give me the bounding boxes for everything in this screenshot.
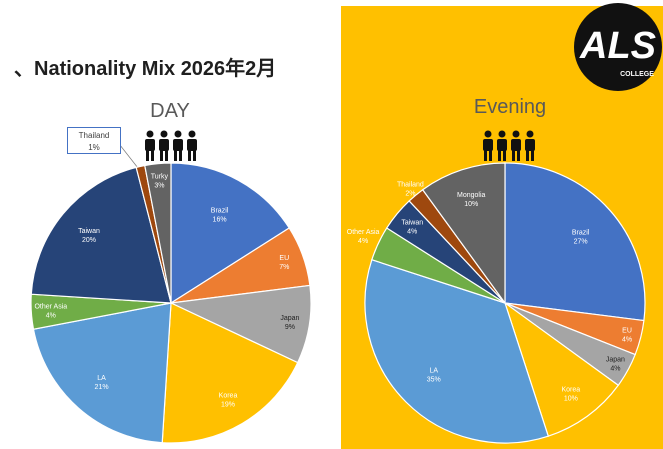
evening-slice-label-brazil: Brazil xyxy=(572,229,590,236)
day-slice-brazil xyxy=(170,162,291,305)
logo-subtext: COLLEGE xyxy=(620,71,654,78)
day-slice-value-eu: 7% xyxy=(279,264,289,271)
evening-slice-value-japan: 4% xyxy=(610,366,620,373)
thailand-callout: Thailand 1% xyxy=(67,127,121,154)
day-slice-japan xyxy=(168,284,312,364)
day-slice-value-turky: 3% xyxy=(154,182,164,189)
evening-slice-value-korea: 10% xyxy=(564,396,578,403)
evening-slice-label-la: LA xyxy=(429,367,438,374)
logo-circle xyxy=(574,3,662,91)
evening-slice-la xyxy=(364,258,550,444)
evening-slice-label-other-asia: Other Asia xyxy=(347,229,380,236)
evening-slice-value-other-asia: 4% xyxy=(358,238,368,245)
day-slice-label-la: LA xyxy=(97,375,106,382)
day-slice-label-other-asia: Other Asia xyxy=(34,304,67,311)
evening-slice-label-taiwan: Taiwan xyxy=(401,219,423,226)
evening-slice-value-taiwan: 4% xyxy=(407,228,417,235)
evening-slice-label-thailand: Thailand xyxy=(397,182,424,189)
people-icon-day xyxy=(145,130,197,161)
evening-slice-brazil xyxy=(504,162,646,322)
evening-slice-label-mongolia: Mongolia xyxy=(457,192,486,199)
thailand-callout-value: 1% xyxy=(88,143,100,152)
day-slice-value-korea: 19% xyxy=(221,401,235,408)
day-chart-title: DAY xyxy=(150,100,190,122)
day-slice-label-korea: Korea xyxy=(219,392,238,399)
evening-slice-value-eu: 4% xyxy=(622,336,632,343)
logo-text: ALS xyxy=(579,25,656,67)
day-slice-label-taiwan: Taiwan xyxy=(78,228,100,235)
day-slice-taiwan xyxy=(30,166,172,304)
day-slice-value-japan: 9% xyxy=(285,324,295,331)
als-college-logo: ALS COLLEGE xyxy=(574,3,662,91)
evening-slice-label-japan: Japan xyxy=(606,357,625,364)
page-title: 、Nationality Mix 2026年2月 xyxy=(14,58,277,80)
day-slice-value-brazil: 16% xyxy=(213,217,227,224)
evening-slice-korea xyxy=(503,301,620,437)
evening-slice-value-thailand: 2% xyxy=(405,191,415,198)
day-slice-value-taiwan: 20% xyxy=(82,237,96,244)
day-slice-label-eu: EU xyxy=(279,255,289,262)
evening-slice-mongolia xyxy=(421,162,506,305)
people-icon-evening xyxy=(483,130,535,161)
day-slice-korea xyxy=(161,302,299,444)
day-slice-label-brazil: Brazil xyxy=(211,208,229,215)
evening-slice-value-la: 35% xyxy=(427,376,441,383)
day-slice-label-japan: Japan xyxy=(280,315,299,322)
evening-chart-title: Evening xyxy=(473,96,547,118)
day-slice-value-other-asia: 4% xyxy=(46,313,56,320)
day-slice-turky xyxy=(144,162,172,304)
evening-slice-value-mongolia: 10% xyxy=(464,201,478,208)
day-slice-value-la: 21% xyxy=(95,384,109,391)
evening-slice-label-korea: Korea xyxy=(561,387,580,394)
day-slice-label-turky: Turky xyxy=(151,173,169,180)
evening-slice-label-eu: EU xyxy=(622,327,632,334)
evening-slice-value-brazil: 27% xyxy=(574,238,588,245)
day-slice-la xyxy=(32,302,172,444)
thailand-callout-label: Thailand xyxy=(78,131,110,140)
